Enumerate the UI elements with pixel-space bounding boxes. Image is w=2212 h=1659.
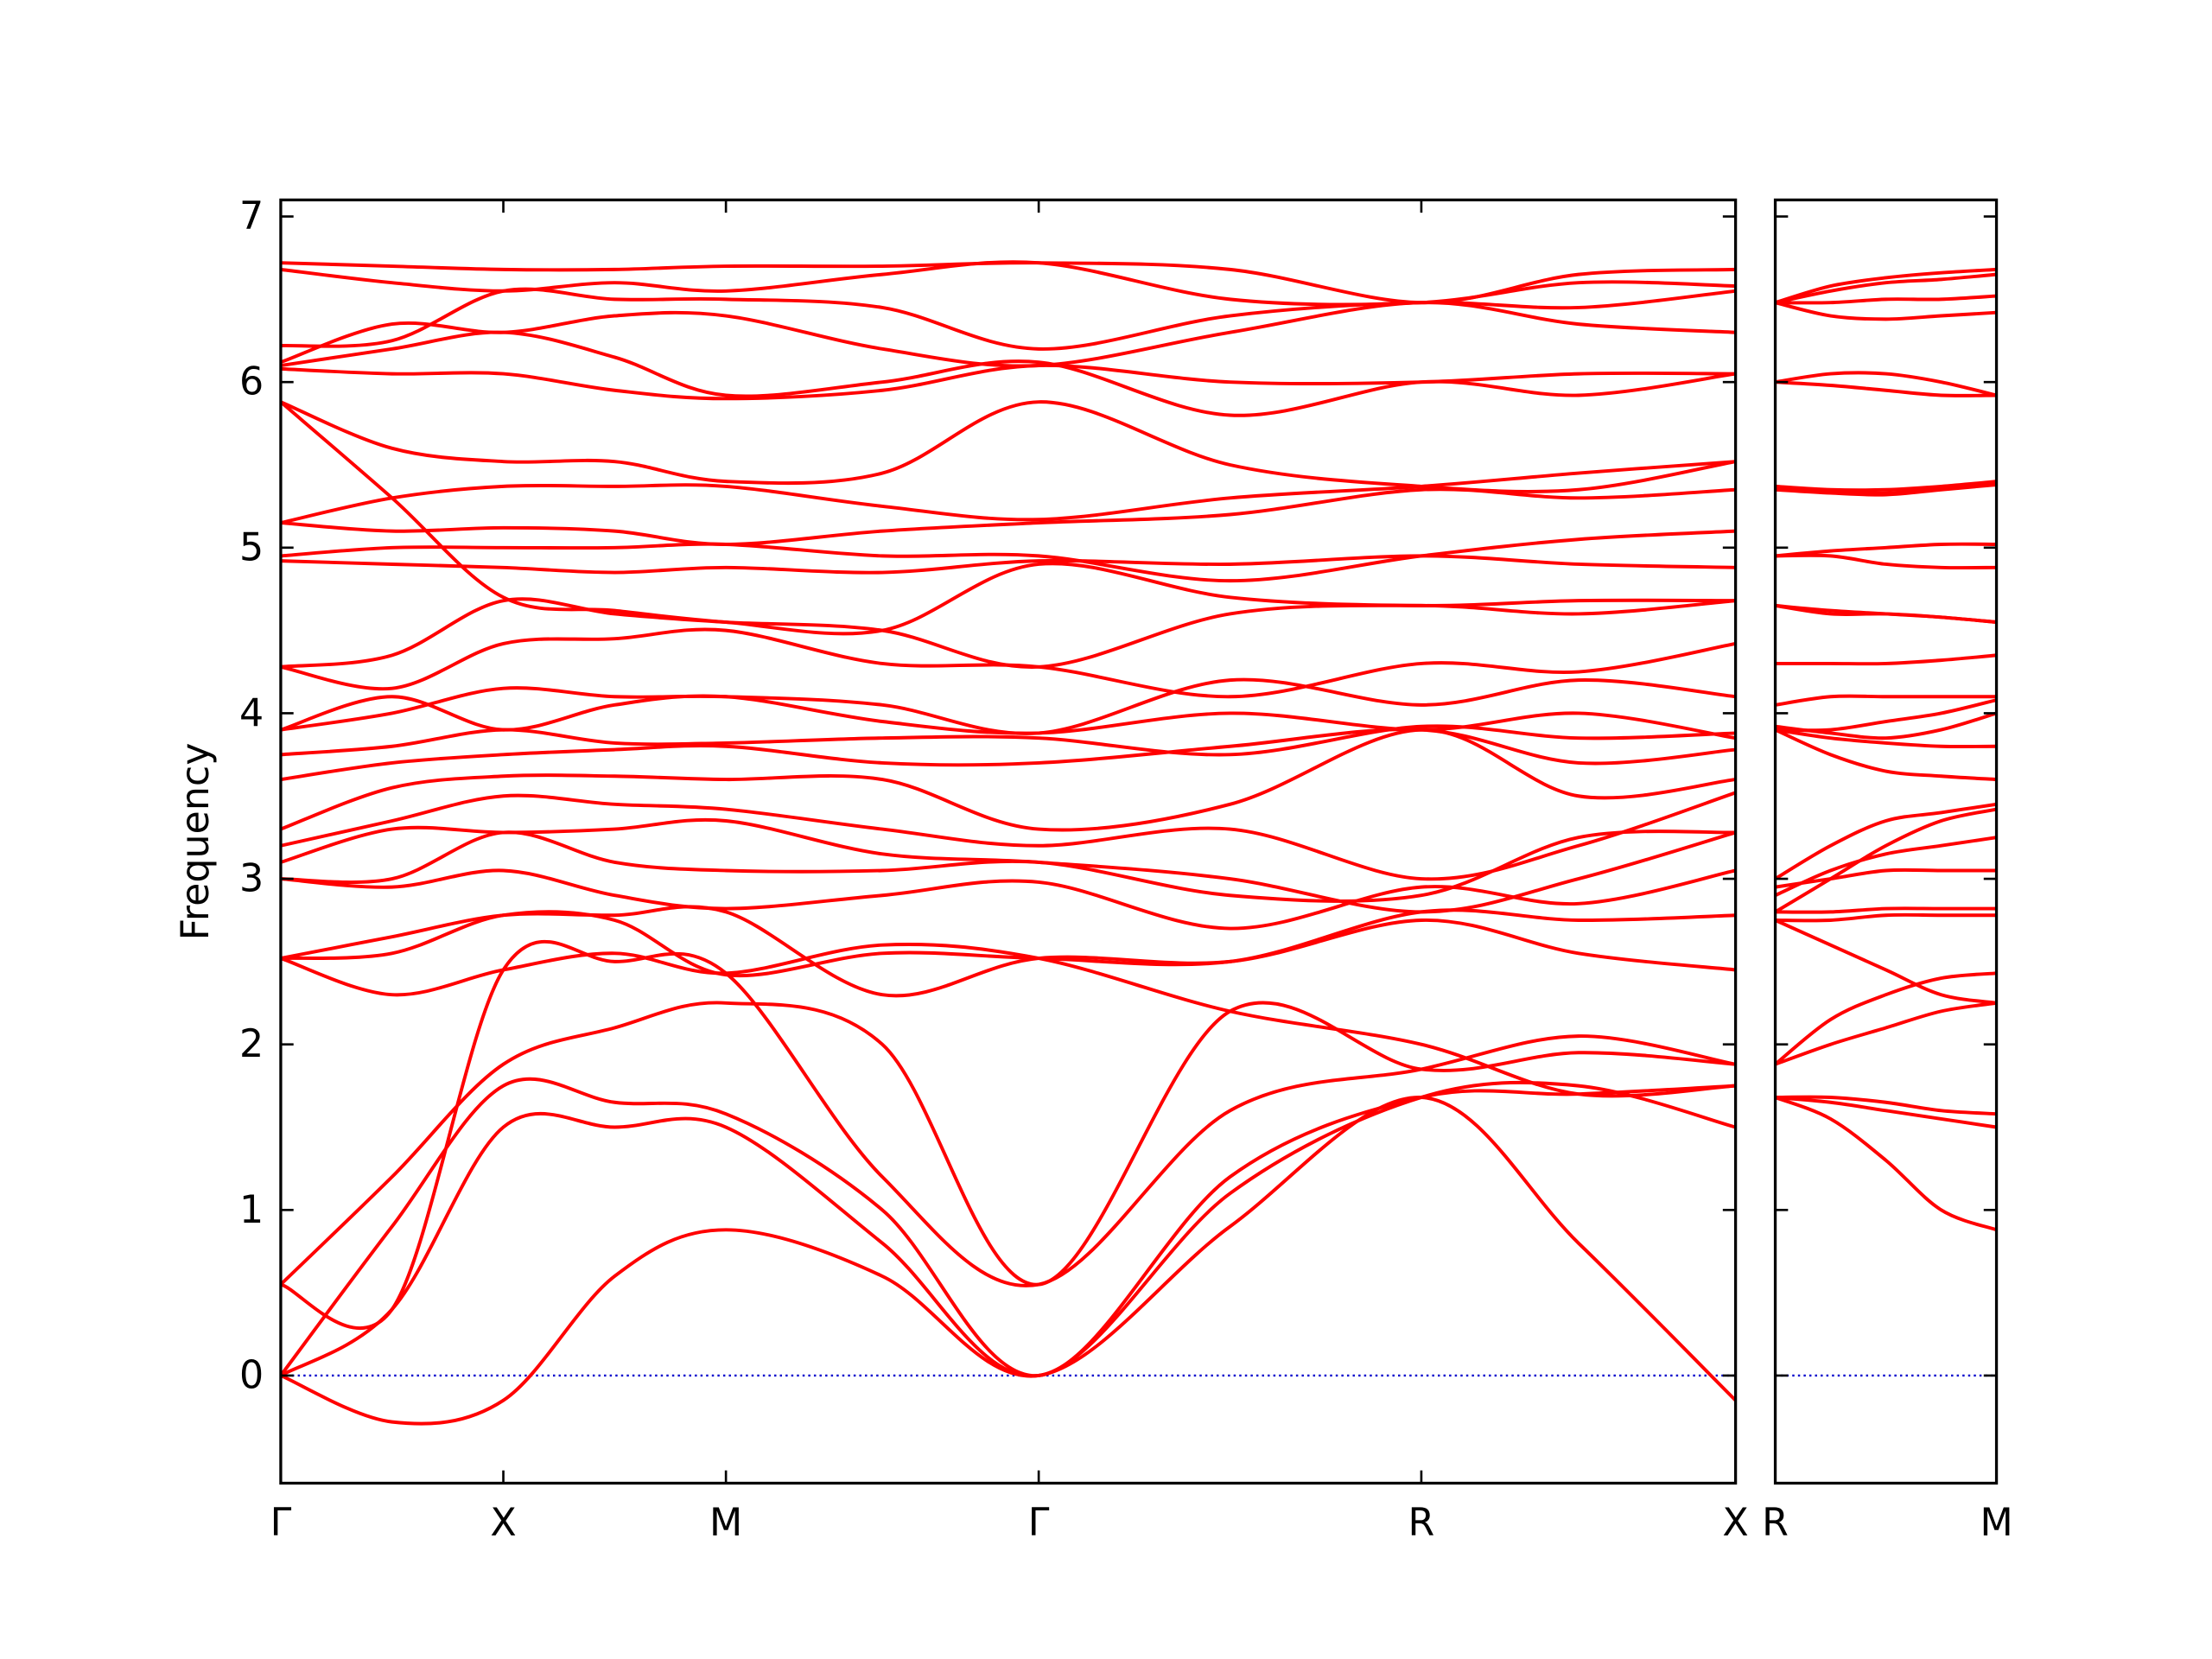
- band-line: [280, 677, 1736, 735]
- y-tick-label: 0: [239, 1353, 264, 1397]
- band-line: [280, 627, 1736, 699]
- y-tick-label: 3: [239, 857, 264, 901]
- band-line: [1775, 868, 1997, 889]
- band-line: [280, 400, 1736, 493]
- x-tick-label: X: [490, 1501, 516, 1545]
- band-line: [1775, 553, 1997, 570]
- band-line: [1775, 1096, 1997, 1232]
- band-line: [1775, 802, 1997, 880]
- band-line: [1775, 267, 1997, 305]
- band-line: [1775, 912, 1997, 923]
- band-line: [280, 939, 1736, 1331]
- band-line: [280, 261, 1736, 305]
- band-line: [280, 908, 1736, 978]
- band-line: [280, 460, 1736, 524]
- band-line: [1775, 653, 1997, 666]
- band-line: [1775, 836, 1997, 898]
- band-line: [1775, 971, 1997, 1066]
- plot-area: [1775, 267, 1997, 1377]
- band-line: [280, 1077, 1736, 1377]
- x-tick-label: M: [1980, 1501, 2012, 1545]
- band-line: [1775, 542, 1997, 558]
- band-line: [1775, 1096, 1997, 1129]
- band-line: [1775, 301, 1997, 321]
- x-tick-label: R: [1762, 1501, 1789, 1545]
- band-line: [1775, 380, 1997, 397]
- band-line: [280, 868, 1736, 931]
- band-line: [1775, 1001, 1997, 1066]
- band-line: [1775, 906, 1997, 914]
- y-axis-label: Frequency: [174, 743, 218, 941]
- band-line: [1775, 698, 1997, 733]
- band-line: [280, 597, 1736, 669]
- y-tick-label: 6: [239, 360, 264, 404]
- y-tick-label: 5: [239, 525, 264, 569]
- band-line: [280, 830, 1736, 903]
- band-line: [1775, 728, 1997, 782]
- axes-frame: [1773, 198, 1999, 1485]
- band-line: [280, 943, 1736, 1098]
- band-line: [280, 791, 1736, 881]
- band-line: [280, 529, 1736, 583]
- band-line: [280, 728, 1736, 782]
- band-line: [1775, 1095, 1997, 1116]
- x-tick-label: Γ: [1028, 1501, 1050, 1545]
- y-tick-label: 2: [239, 1022, 264, 1066]
- band-line: [280, 363, 1736, 401]
- band-line: [280, 694, 1736, 741]
- band-line: [1775, 481, 1997, 495]
- band-line: [280, 728, 1736, 832]
- band-line: [280, 1080, 1736, 1378]
- band-line: [1775, 728, 1997, 749]
- y-tick-label: 1: [239, 1188, 264, 1232]
- band-line: [1775, 807, 1997, 914]
- x-tick-label: M: [709, 1501, 742, 1545]
- band-line: [280, 400, 1736, 636]
- band-line: [1775, 603, 1997, 625]
- x-tick-label: R: [1408, 1501, 1435, 1545]
- x-tick-label: Γ: [270, 1501, 292, 1545]
- band-line: [1775, 918, 1997, 1005]
- axes-frame: [279, 198, 1738, 1485]
- band-line: [280, 817, 1736, 914]
- band-line: [1775, 371, 1997, 397]
- y-tick-label: 4: [239, 691, 264, 735]
- band-line: [280, 1096, 1736, 1426]
- band-line: [280, 287, 1736, 351]
- band-line: [280, 487, 1736, 546]
- band-line: [280, 554, 1736, 575]
- band-line: [280, 301, 1736, 368]
- band-line: [1775, 294, 1997, 305]
- y-tick-label: 7: [239, 194, 264, 238]
- band-line: [1775, 694, 1997, 707]
- band-line: [280, 1001, 1736, 1287]
- x-tick-label: X: [1722, 1501, 1748, 1545]
- band-line: [1775, 272, 1997, 305]
- plot-area: [280, 260, 1736, 1426]
